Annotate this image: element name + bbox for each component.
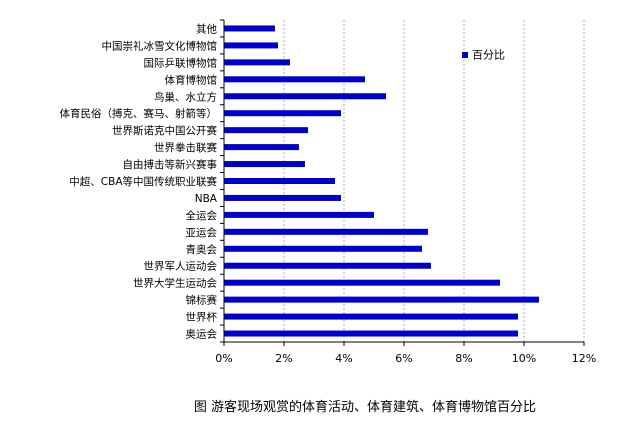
legend-label: 百分比 xyxy=(472,49,505,62)
bar xyxy=(224,25,275,32)
category-label: 体育博物馆 xyxy=(165,73,218,86)
category-label: 世界大学生运动会 xyxy=(133,277,217,290)
figure-caption: 图 游客现场观赏的体育活动、体育建筑、体育博物馆百分比 xyxy=(193,400,537,415)
x-tick-labels: 0% 2% 4% 6% 8% 10% 12% xyxy=(215,352,596,365)
axes xyxy=(220,19,585,346)
category-label: 青奥会 xyxy=(186,243,218,256)
x-tick-label: 8% xyxy=(455,352,472,365)
legend-swatch xyxy=(462,52,468,58)
bar xyxy=(224,279,500,286)
bar xyxy=(224,330,518,337)
category-label: 中超、CBA等中国传统职业联赛 xyxy=(69,175,217,188)
bar xyxy=(224,228,428,235)
legend: 百分比 xyxy=(462,49,505,62)
x-tick-label: 10% xyxy=(512,352,536,365)
bar xyxy=(224,110,341,117)
bar xyxy=(224,313,518,320)
category-label: 其他 xyxy=(196,22,217,35)
category-label: 世界杯 xyxy=(186,311,218,324)
x-tick-label: 2% xyxy=(275,352,292,365)
category-label: 体育民俗（搏克、赛马、射箭等） xyxy=(60,107,218,120)
x-tick-label: 12% xyxy=(572,352,596,365)
grid-lines xyxy=(283,20,585,342)
bars xyxy=(224,25,539,337)
category-label: 中国崇礼冰雪文化博物馆 xyxy=(102,39,218,52)
category-label: 世界军人运动会 xyxy=(144,260,218,273)
x-tick-label: 0% xyxy=(215,352,232,365)
category-label: 自由搏击等新兴赛事 xyxy=(123,158,218,171)
bar xyxy=(224,144,299,151)
category-label: NBA xyxy=(195,193,218,205)
x-tick-label: 4% xyxy=(335,352,352,365)
category-label: 全运会 xyxy=(186,209,218,222)
bar xyxy=(224,42,278,49)
bar xyxy=(224,76,365,83)
bar xyxy=(224,296,539,303)
category-labels: 其他中国崇礼冰雪文化博物馆国际乒联博物馆体育博物馆鸟巢、水立方体育民俗（搏克、赛… xyxy=(60,22,218,340)
bar xyxy=(224,127,308,134)
category-label: 亚运会 xyxy=(186,226,218,239)
bar xyxy=(224,211,374,218)
x-tick-label: 6% xyxy=(395,352,412,365)
bar xyxy=(224,59,290,66)
category-label: 国际乒联博物馆 xyxy=(144,56,218,69)
bar xyxy=(224,161,305,168)
category-label: 奥运会 xyxy=(186,328,218,341)
category-label: 世界斯诺克中国公开赛 xyxy=(112,124,217,137)
category-label: 鸟巢、水立方 xyxy=(154,90,217,103)
category-label: 锦标赛 xyxy=(186,294,218,307)
bar xyxy=(224,245,422,252)
bar xyxy=(224,93,386,100)
bar xyxy=(224,262,431,269)
category-label: 世界拳击联赛 xyxy=(154,141,217,154)
bar xyxy=(224,194,341,201)
bar xyxy=(224,178,335,184)
